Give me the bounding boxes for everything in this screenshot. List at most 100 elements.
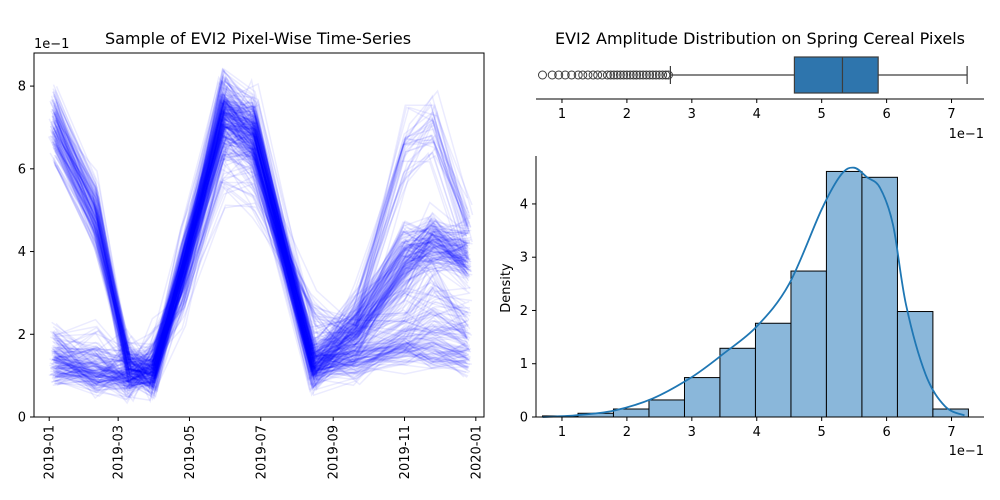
timeseries-line <box>57 172 473 403</box>
timeseries-line <box>54 112 470 387</box>
boxplot-outlier <box>619 70 629 80</box>
boxplot-title: EVI2 Amplitude Distribution on Spring Ce… <box>555 29 965 48</box>
timeseries-line <box>53 98 469 372</box>
timeseries-line <box>55 100 470 387</box>
timeseries-line <box>52 80 468 388</box>
timeseries-line <box>52 141 467 378</box>
timeseries-y-axis: 0 2 4 6 8 <box>18 80 34 426</box>
timeseries-line <box>53 117 469 394</box>
timeseries-line <box>55 112 471 382</box>
timeseries-line <box>54 99 470 380</box>
histogram-x-tick-label: 1 <box>558 425 566 440</box>
timeseries-line <box>50 151 465 402</box>
timeseries-line <box>55 106 471 382</box>
timeseries-line <box>53 114 468 385</box>
timeseries-line <box>51 146 467 390</box>
timeseries-line <box>52 104 468 374</box>
timeseries-line <box>54 94 469 395</box>
boxplot-outlier <box>654 70 664 80</box>
histogram-x-tick-label: 7 <box>947 425 955 440</box>
timeseries-y-scale-label: 1e−1 <box>34 37 69 52</box>
timeseries-line <box>53 106 469 385</box>
histogram-bar <box>754 322 792 418</box>
timeseries-line <box>55 152 471 376</box>
timeseries-line <box>51 109 467 372</box>
timeseries-line <box>55 107 470 379</box>
timeseries-line <box>54 182 470 375</box>
boxplot-outlier <box>567 70 577 80</box>
timeseries-line <box>51 128 466 376</box>
timeseries-line <box>51 101 467 387</box>
timeseries-line <box>51 100 467 380</box>
timeseries-line <box>50 95 466 362</box>
timeseries-line <box>54 122 470 395</box>
timeseries-line <box>52 94 468 370</box>
timeseries-line <box>54 97 470 375</box>
histogram-x-scale-label: 1e−1 <box>949 444 984 459</box>
timeseries-line <box>57 112 472 377</box>
timeseries-line <box>52 79 468 384</box>
timeseries-line <box>52 67 468 360</box>
histogram-bar <box>861 176 898 418</box>
timeseries-line <box>51 105 466 369</box>
timeseries-line <box>51 107 467 383</box>
timeseries-line <box>56 116 471 373</box>
timeseries-line <box>53 90 468 386</box>
timeseries-line <box>50 126 466 373</box>
timeseries-line <box>53 120 469 375</box>
timeseries-line <box>52 111 467 390</box>
timeseries-line <box>57 130 472 388</box>
timeseries-line <box>53 125 469 390</box>
boxplot-outlier <box>632 70 642 80</box>
timeseries-line <box>56 121 472 389</box>
boxplot-outlier <box>609 70 619 80</box>
timeseries-line <box>51 96 467 389</box>
timeseries-line <box>52 123 467 405</box>
timeseries-line <box>50 133 465 401</box>
timeseries-line <box>55 76 470 384</box>
boxplot-outlier <box>641 70 651 80</box>
histogram-y-tick-label: 2 <box>520 304 528 319</box>
timeseries-line <box>57 84 472 384</box>
timeseries-line <box>50 131 465 381</box>
timeseries-line <box>54 112 470 381</box>
timeseries-line <box>52 109 468 381</box>
timeseries-line <box>55 100 470 380</box>
timeseries-line <box>50 79 466 374</box>
timeseries-line <box>53 101 469 371</box>
timeseries-line <box>51 117 466 388</box>
boxplot-panel: EVI2 Amplitude Distribution on Spring Ce… <box>536 29 984 142</box>
timeseries-line <box>57 125 472 381</box>
boxplot-x-axis: 1 2 3 4 5 6 7 <box>558 99 956 122</box>
timeseries-x-tick-label: 2019-09 <box>327 425 342 479</box>
timeseries-line <box>51 87 467 377</box>
timeseries-line <box>53 111 469 392</box>
timeseries-line <box>55 121 470 383</box>
timeseries-line <box>56 111 471 387</box>
timeseries-line <box>50 108 466 392</box>
timeseries-line <box>53 122 468 389</box>
timeseries-line <box>51 123 466 390</box>
timeseries-line <box>53 143 468 364</box>
timeseries-line <box>55 126 470 390</box>
timeseries-line <box>55 135 471 373</box>
timeseries-line <box>53 99 469 390</box>
timeseries-line <box>53 108 468 377</box>
timeseries-line <box>52 92 468 387</box>
timeseries-line <box>55 103 470 387</box>
timeseries-line <box>55 130 471 391</box>
timeseries-line <box>52 90 467 388</box>
timeseries-line <box>49 106 465 391</box>
timeseries-line <box>56 145 471 379</box>
timeseries-line <box>54 105 470 372</box>
boxplot-x-tick-label: 5 <box>818 107 826 122</box>
timeseries-line <box>53 121 469 375</box>
timeseries-line <box>50 86 466 382</box>
kde-curve <box>542 166 965 418</box>
timeseries-line <box>53 110 469 383</box>
timeseries-line <box>57 144 473 378</box>
timeseries-line <box>52 110 468 375</box>
timeseries-line <box>54 106 469 399</box>
timeseries-line <box>58 98 473 386</box>
